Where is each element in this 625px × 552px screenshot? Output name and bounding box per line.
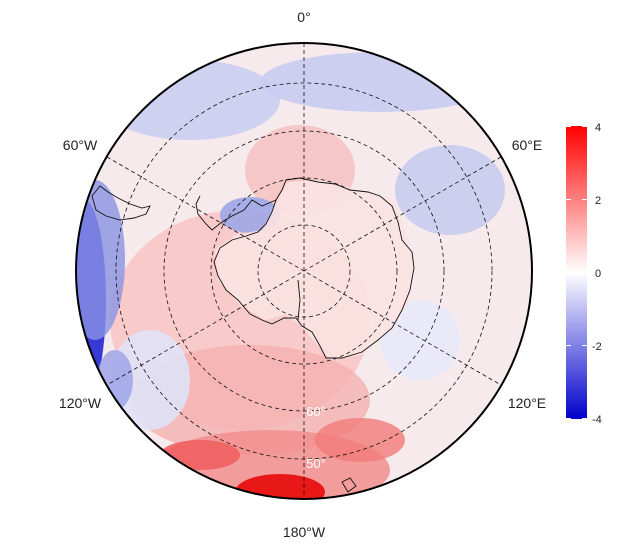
lon-label-180w: 180°W (283, 524, 326, 540)
anomaly-field (76, 43, 532, 499)
lon-label-60w: 60°W (63, 137, 98, 153)
lon-label-60e: 60°E (512, 137, 543, 153)
lon-label-120w: 120°W (59, 395, 102, 411)
lon-label-0: 0° (297, 9, 310, 25)
colorbar-tick-4: 4 (595, 122, 601, 134)
colorbar-tick-neg4: -4 (592, 414, 602, 426)
lat-label-50: 50° (306, 456, 326, 471)
coastline (91, 177, 415, 493)
colorbar: 4 2 0 -2 -4 (566, 122, 602, 426)
map-boundary (75, 42, 533, 500)
lat-label-60: 60° (306, 404, 326, 419)
graticule (106, 43, 502, 499)
colorbar-tick-2: 2 (595, 195, 601, 207)
colorbar-tick-0: 0 (595, 268, 601, 280)
colorbar-gradient (566, 126, 587, 419)
colorbar-tick-neg2: -2 (592, 341, 602, 353)
lon-label-120e: 120°E (508, 395, 546, 411)
